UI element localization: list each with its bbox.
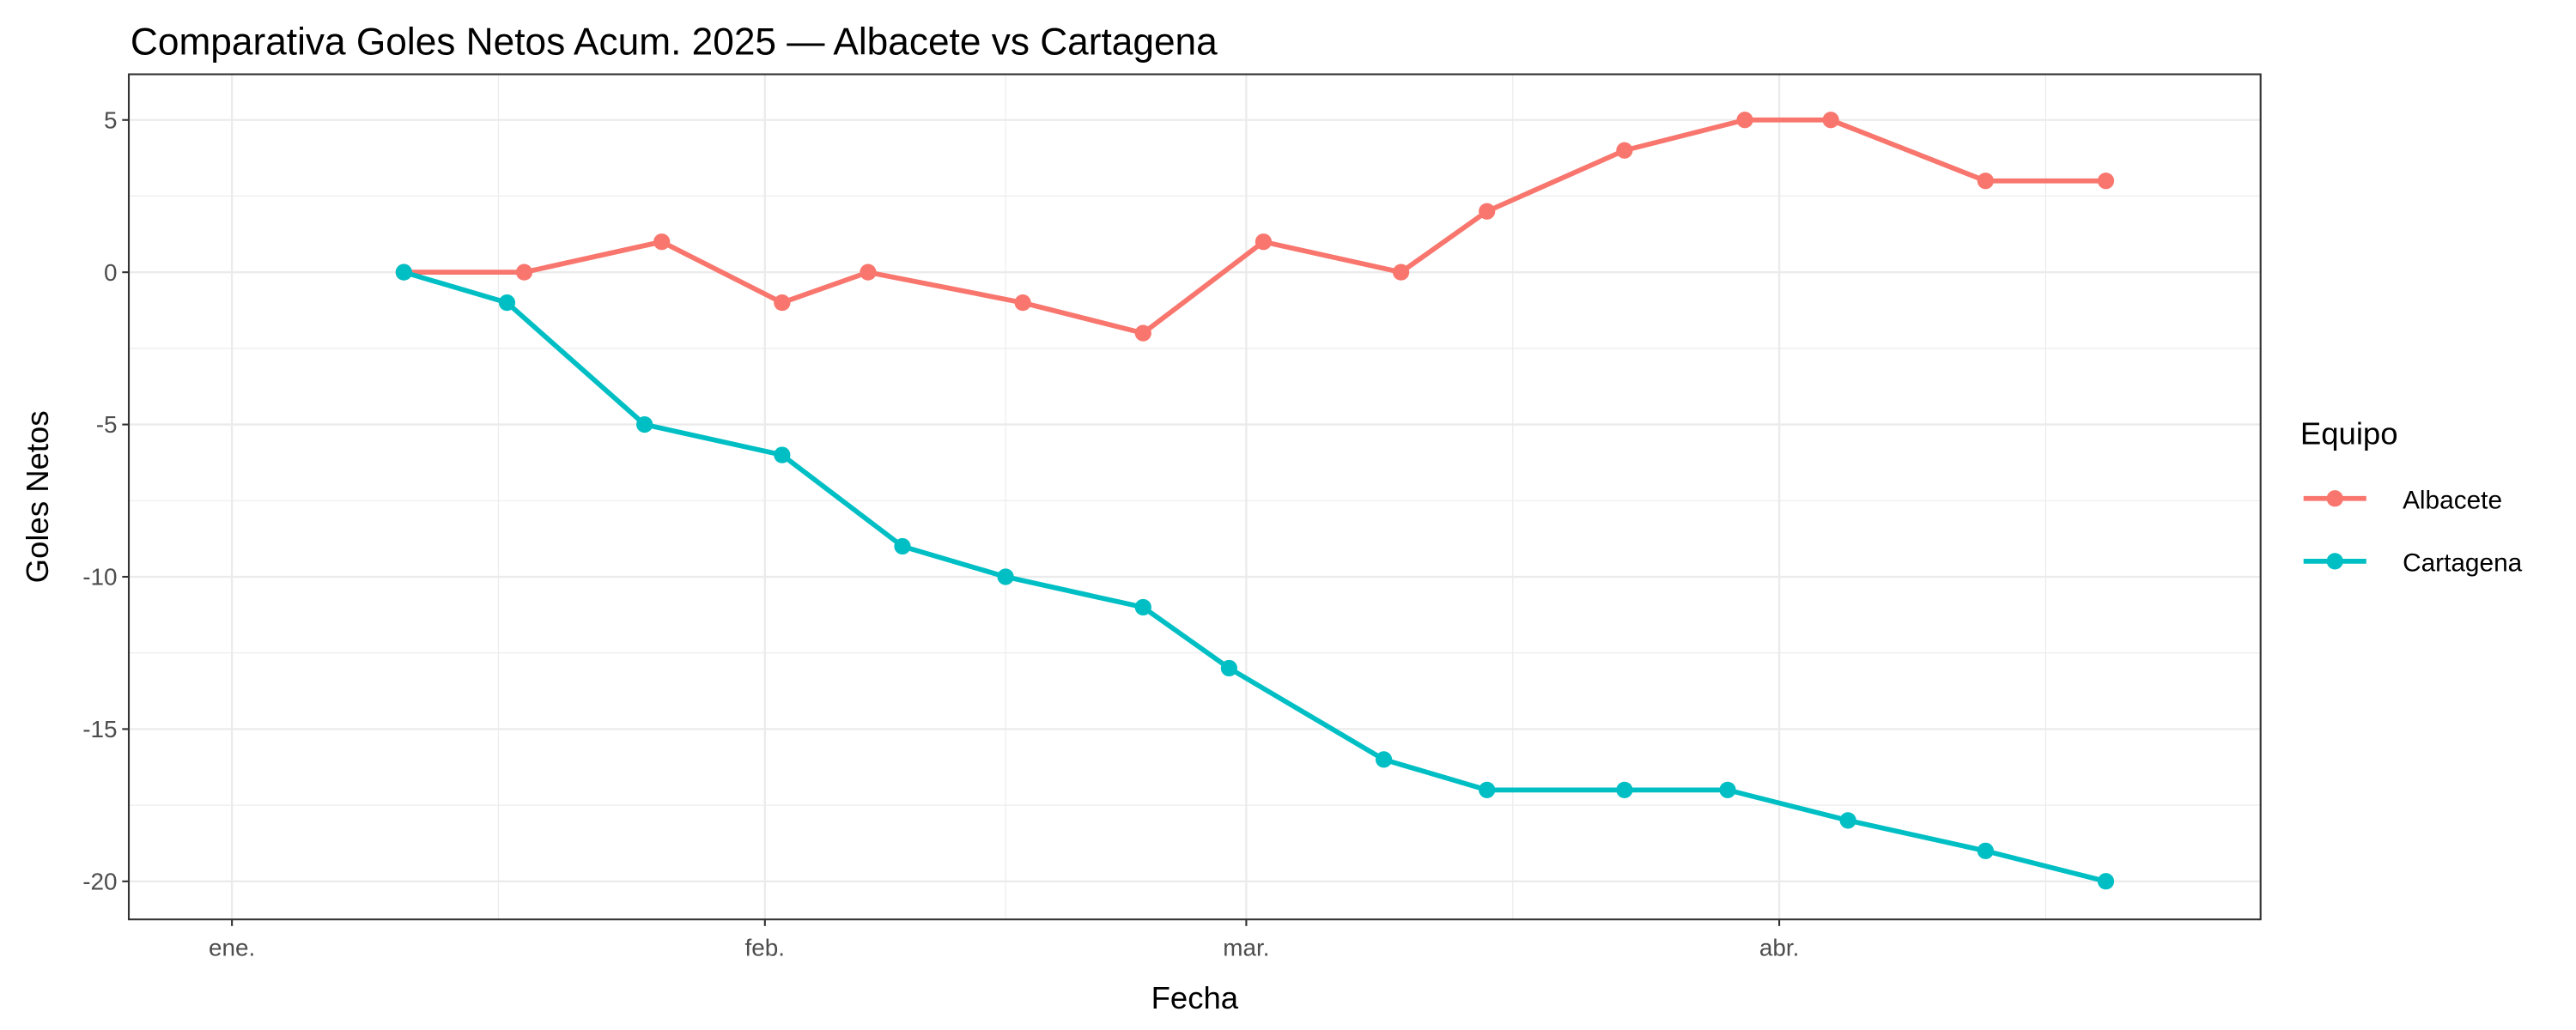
y-tick-label: -10 bbox=[82, 564, 117, 591]
point-albacete bbox=[2097, 173, 2115, 190]
y-tick-label: 5 bbox=[104, 106, 118, 133]
y-tick-label: 0 bbox=[104, 259, 118, 286]
point-cartagena bbox=[1977, 842, 1994, 859]
point-albacete bbox=[653, 233, 671, 251]
x-axis: ene. feb. mar. abr. bbox=[209, 919, 1799, 960]
point-cartagena bbox=[1375, 751, 1393, 768]
point-albacete bbox=[1134, 324, 1151, 342]
x-axis-title: Fecha bbox=[1151, 980, 1239, 1015]
legend: Equipo Albacete Cartagena bbox=[2300, 415, 2523, 577]
point-cartagena bbox=[2097, 873, 2115, 890]
x-tick-label: abr. bbox=[1759, 934, 1800, 960]
series-points bbox=[395, 112, 2115, 890]
point-albacete bbox=[1736, 112, 1753, 129]
y-tick-label: -5 bbox=[96, 411, 118, 438]
point-albacete bbox=[1014, 294, 1031, 312]
point-cartagena bbox=[997, 568, 1014, 585]
y-tick-label: -15 bbox=[82, 716, 117, 742]
y-axis-title: Goles Netos bbox=[20, 410, 55, 583]
legend-label-cartagena: Cartagena bbox=[2403, 548, 2523, 577]
point-albacete bbox=[1977, 173, 1994, 190]
point-cartagena bbox=[894, 537, 911, 555]
point-albacete bbox=[515, 264, 533, 281]
plot-border bbox=[127, 73, 2262, 921]
point-cartagena bbox=[636, 415, 653, 433]
legend-title: Equipo bbox=[2300, 415, 2398, 451]
point-albacete bbox=[1392, 264, 1410, 281]
point-cartagena bbox=[1220, 659, 1238, 677]
point-albacete bbox=[1255, 233, 1273, 251]
point-albacete bbox=[1822, 112, 1839, 129]
chart-title: Comparativa Goles Netos Acum. 2025 — Alb… bbox=[131, 21, 1218, 63]
point-albacete bbox=[774, 294, 791, 312]
point-albacete bbox=[1616, 142, 1633, 159]
x-tick-label: feb. bbox=[745, 934, 786, 960]
point-cartagena bbox=[1134, 598, 1151, 616]
gridlines bbox=[129, 74, 2261, 920]
y-tick-label: -20 bbox=[82, 868, 117, 894]
legend-key-point-albacete bbox=[2326, 490, 2343, 507]
legend-label-albacete: Albacete bbox=[2403, 486, 2502, 514]
point-albacete bbox=[860, 264, 877, 281]
point-cartagena bbox=[1719, 781, 1736, 798]
point-cartagena bbox=[1839, 812, 1856, 829]
x-tick-label: mar. bbox=[1223, 934, 1269, 960]
plot-panel bbox=[129, 74, 2261, 920]
x-tick-label: ene. bbox=[209, 934, 255, 960]
legend-key-point-cartagena bbox=[2326, 553, 2343, 570]
y-axis: 5 0 -5 -10 -15 -20 bbox=[82, 106, 129, 894]
point-cartagena bbox=[774, 446, 791, 464]
point-cartagena bbox=[1479, 781, 1496, 798]
point-albacete bbox=[1479, 203, 1496, 220]
point-cartagena bbox=[498, 294, 516, 312]
point-cartagena bbox=[395, 264, 412, 281]
point-cartagena bbox=[1616, 781, 1633, 798]
